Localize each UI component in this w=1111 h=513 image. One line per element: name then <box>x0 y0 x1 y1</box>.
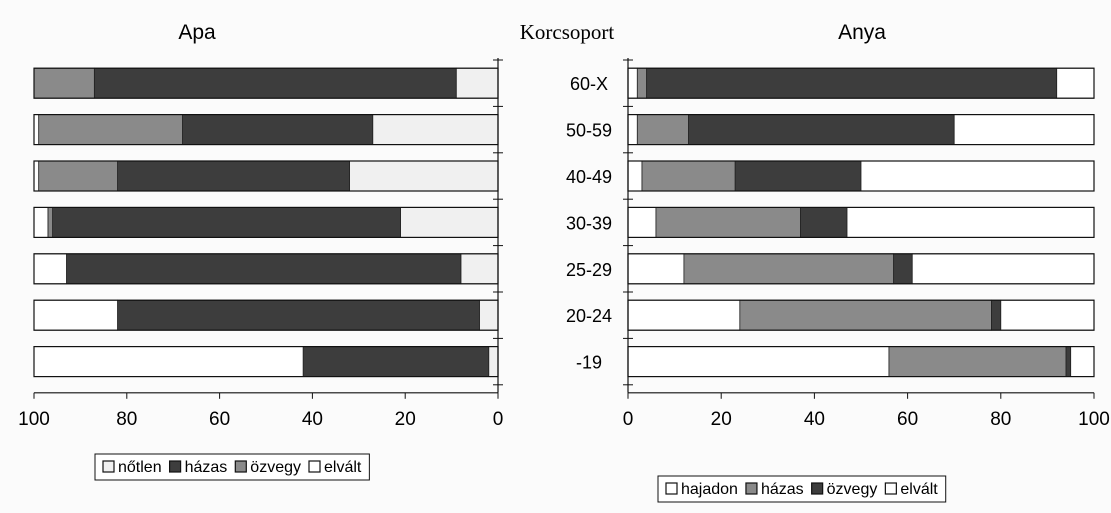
right-bar-40-49-ha-zas <box>641 160 736 192</box>
right-bar-50-59-hajadon <box>627 114 638 145</box>
left-legend: nőtlen házas özvegy elvált <box>94 453 370 481</box>
left-value-tick-label: 20 <box>395 409 416 430</box>
right-bar--19-hajadon <box>627 346 890 378</box>
right-legend-label-hajadon: hajadon <box>681 481 738 498</box>
right-plot-area: 0 20 40 60 80 100 <box>623 58 1110 430</box>
left-bar-20-24-no-tlen <box>479 299 499 331</box>
left-bar-25-29-ha-zas <box>66 253 462 285</box>
right-legend-swatch-elva-lt <box>884 482 897 495</box>
right-legend-label-ha-zas: házas <box>761 481 804 498</box>
right-legend-swatch-ha-zas <box>745 482 758 495</box>
left-value-tick-label: 60 <box>209 409 230 430</box>
right-bar-50-59-elva-lt <box>953 114 1095 145</box>
category-label-50-59: 50-59 <box>566 121 612 141</box>
right-legend-label-o-zvegy: özvegy <box>827 481 878 498</box>
left-bar-20-24-elva-lt <box>33 299 118 331</box>
right-bar-60-x-ha-zas <box>636 67 648 99</box>
category-label-25-29: 25-29 <box>566 260 612 280</box>
right-bar-20-24-hajadon <box>627 299 741 331</box>
left-bar-30-39-o-zvegy <box>47 206 53 238</box>
right-value-tick-label: 60 <box>897 409 918 430</box>
right-value-tick-label: 0 <box>623 409 634 430</box>
right-bar-25-29-o-zvegy <box>893 253 913 285</box>
left-bar-40-49-o-zvegy <box>38 160 118 192</box>
right-legend-label-elva-lt: elvált <box>900 481 938 498</box>
category-label-20-24: 20-24 <box>566 306 612 326</box>
right-value-tick-label: 20 <box>711 409 732 430</box>
left-bar-60-x-ha-zas <box>93 67 457 99</box>
right-legend-box <box>657 475 947 503</box>
left-legend-swatch-elva-lt <box>308 460 321 473</box>
left-bar-25-29-elva-lt <box>33 253 67 285</box>
left-bar-50-59-ha-zas <box>182 114 374 145</box>
right-bar-40-49-o-zvegy <box>734 160 862 192</box>
right-bar-30-39-hajadon <box>627 206 657 238</box>
right-bar-30-39-ha-zas <box>655 206 801 238</box>
right-bar-60-x-hajadon <box>627 67 638 99</box>
right-bar--19-ha-zas <box>888 346 1067 378</box>
left-bar-50-59-elva-lt <box>33 114 40 145</box>
left-bar--19-elva-lt <box>33 346 304 378</box>
left-bar-30-39-elva-lt <box>33 206 49 238</box>
right-bar-20-24-o-zvegy <box>991 299 1002 331</box>
left-bar--19-no-tlen <box>488 346 499 378</box>
right-chart-title: Anya <box>838 21 886 44</box>
left-bar-30-39-no-tlen <box>400 206 499 238</box>
left-legend-swatch-no-tlen <box>102 460 115 473</box>
right-value-tick-label: 40 <box>804 409 825 430</box>
left-legend-label-ha-zas: házas <box>185 459 228 476</box>
category-labels: 60-X 50-59 40-49 30-39 25-29 20-24 -19 <box>566 74 612 372</box>
left-bar-30-39-ha-zas <box>52 206 401 238</box>
category-label-40-49: 40-49 <box>566 167 612 187</box>
right-bar-25-29-elva-lt <box>911 253 1095 285</box>
right-bar-50-59-o-zvegy <box>688 114 955 145</box>
right-bar-20-24-ha-zas <box>739 299 992 331</box>
left-bar-50-59-no-tlen <box>372 114 499 145</box>
right-bar-60-x-o-zvegy <box>646 67 1058 99</box>
left-legend-box <box>94 453 370 481</box>
left-value-tick-label: 0 <box>493 409 504 430</box>
right-value-tick-label: 100 <box>1078 409 1110 430</box>
right-legend-swatch-hajadon <box>665 482 678 495</box>
left-bar-20-24-ha-zas <box>117 299 480 331</box>
right-bar-20-24-elva-lt <box>1000 299 1095 331</box>
right-bar-25-29-hajadon <box>627 253 685 285</box>
left-legend-swatch-ha-zas <box>168 460 182 473</box>
left-chart-title: Apa <box>178 21 216 44</box>
left-legend-label-no-tlen: nőtlen <box>118 459 162 476</box>
right-bar--19-elva-lt <box>1070 346 1095 378</box>
right-bar-40-49-elva-lt <box>860 160 1095 192</box>
left-bar-40-49-ha-zas <box>117 160 350 192</box>
left-bar-40-49-elva-lt <box>33 160 40 192</box>
left-value-tick-label: 40 <box>302 409 323 430</box>
center-axis-title: Korcsoport <box>520 20 615 44</box>
category-label-60-x: 60-X <box>570 74 608 94</box>
category-label-30-39: 30-39 <box>566 213 612 233</box>
left-legend-label-elva-lt: elvált <box>324 459 362 476</box>
left-value-tick-label: 80 <box>116 409 137 430</box>
right-bar-60-x-elva-lt <box>1056 67 1095 99</box>
right-bar-30-39-elva-lt <box>846 206 1095 238</box>
right-legend-swatch-o-zvegy <box>811 482 824 495</box>
left-plot-area: 100 80 60 40 20 0 <box>18 58 503 430</box>
left-legend-label-o-zvegy: özvegy <box>250 459 301 476</box>
left-value-tick-label: 100 <box>18 409 50 430</box>
left-bar-40-49-no-tlen <box>349 160 499 192</box>
left-bar-25-29-no-tlen <box>460 253 499 285</box>
left-legend-swatch-o-zvegy <box>234 460 247 473</box>
left-bar--19-ha-zas <box>302 346 490 378</box>
right-bar--19-o-zvegy <box>1065 346 1072 378</box>
right-value-tick-label: 80 <box>990 409 1011 430</box>
right-bar-50-59-ha-zas <box>636 114 689 145</box>
right-legend: hajadon házas özvegy elvált <box>657 475 947 503</box>
left-bar-60-x-o-zvegy <box>33 67 95 99</box>
right-bar-25-29-ha-zas <box>683 253 895 285</box>
right-bar-30-39-o-zvegy <box>800 206 848 238</box>
left-bar-60-x-no-tlen <box>455 67 499 99</box>
left-bar-50-59-o-zvegy <box>38 114 183 145</box>
right-bar-40-49-hajadon <box>627 160 643 192</box>
category-label--19: -19 <box>576 353 602 373</box>
